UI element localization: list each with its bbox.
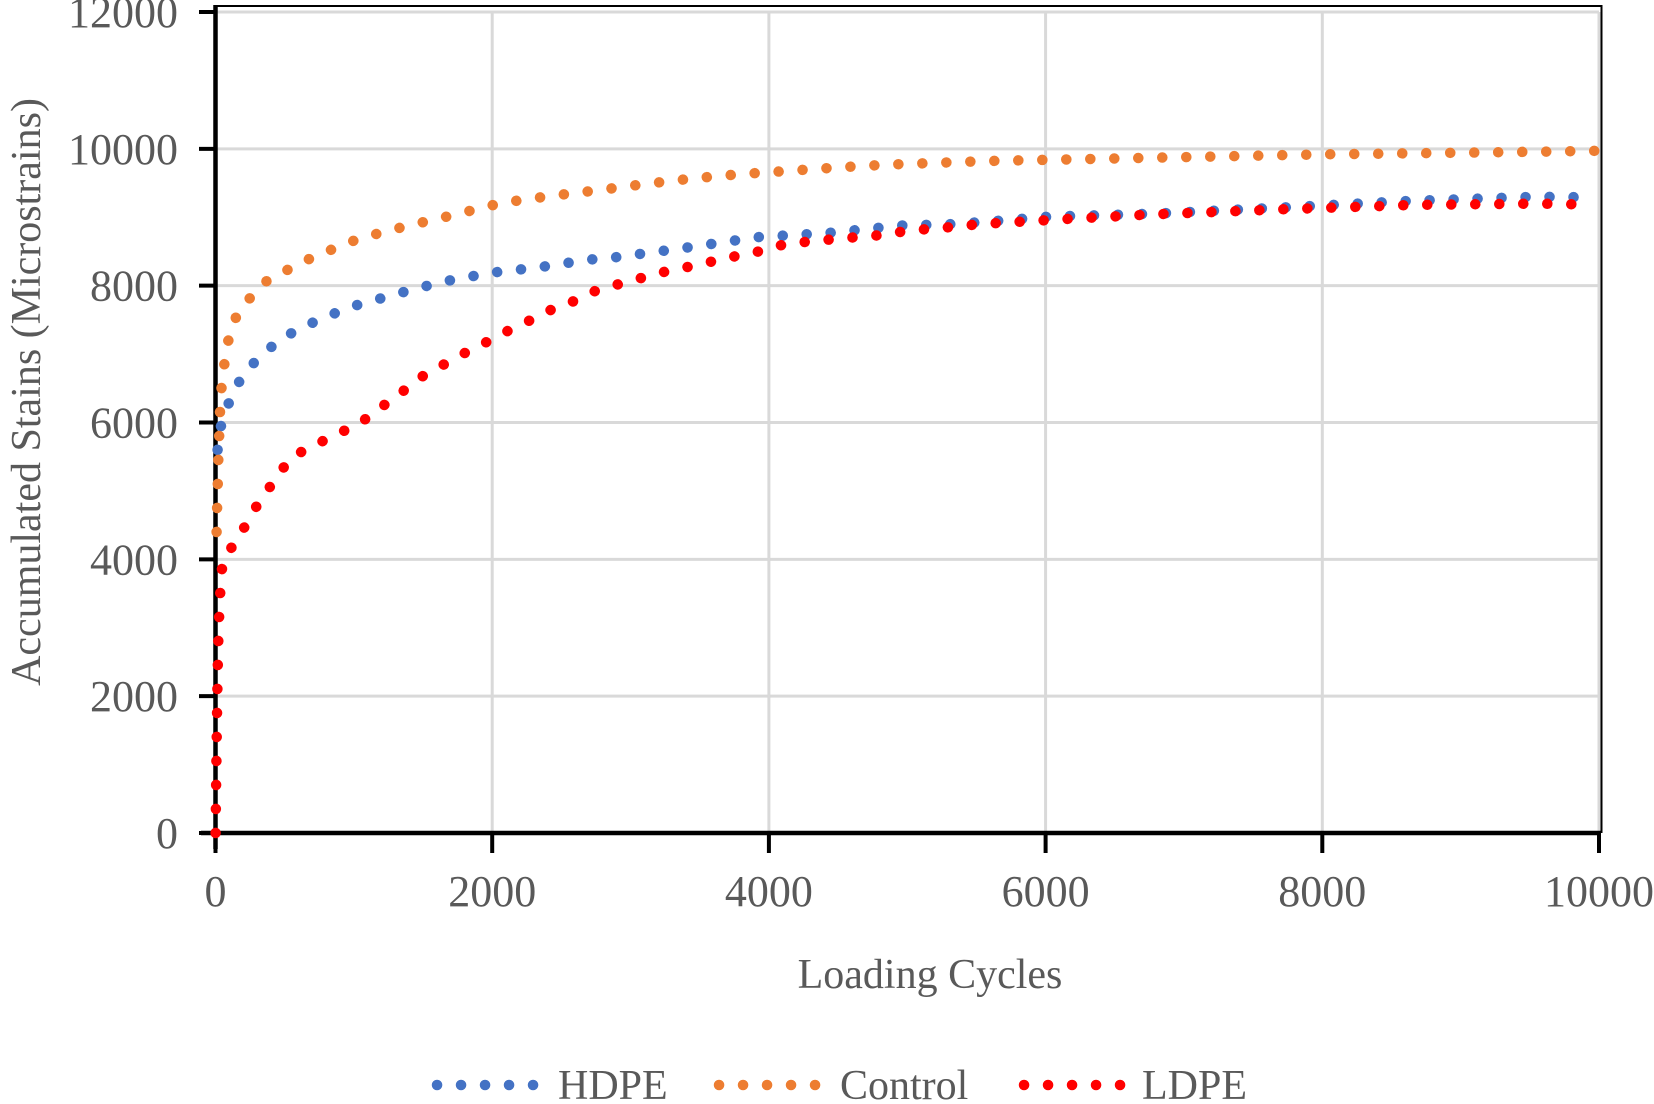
x-tick-label-0: 0 [205, 867, 227, 916]
legend-label-control: Control [840, 1063, 968, 1104]
tick-labels: 0 2000 4000 6000 8000 10000 12000 0 2000 4000 6000… [68, 0, 1654, 916]
x-axis-title: Loading Cycles [798, 952, 1063, 998]
y-axis-title: Accumulated Stains (Microstrains) [4, 98, 50, 686]
y-tick-label-10000: 10000 [68, 125, 178, 174]
legend-label-ldpe: LDPE [1142, 1063, 1247, 1104]
y-tick-label-8000: 8000 [90, 262, 178, 311]
series-curve-hdpe [212, 191, 1598, 456]
y-tick-label-0: 0 [156, 809, 178, 858]
x-tick-label-2000: 2000 [448, 867, 536, 916]
legend: HDPE Control LDPE [431, 1063, 1247, 1104]
axes [199, 5, 1601, 853]
y-tick-label-12000: 12000 [68, 0, 178, 37]
x-tick-label-6000: 6000 [1002, 867, 1090, 916]
legend-label-hdpe: HDPE [558, 1063, 668, 1104]
data-series [210, 145, 1600, 839]
series-curve-ldpe [210, 198, 1598, 839]
x-tick-label-8000: 8000 [1278, 867, 1366, 916]
gridlines [215, 5, 1603, 833]
x-tick-label-10000: 10000 [1544, 867, 1654, 916]
x-tick-label-4000: 4000 [725, 867, 813, 916]
y-tick-label-6000: 6000 [90, 399, 178, 448]
series-curve-control [211, 145, 1600, 538]
y-tick-label-4000: 4000 [90, 535, 178, 584]
y-tick-label-2000: 2000 [90, 672, 178, 721]
